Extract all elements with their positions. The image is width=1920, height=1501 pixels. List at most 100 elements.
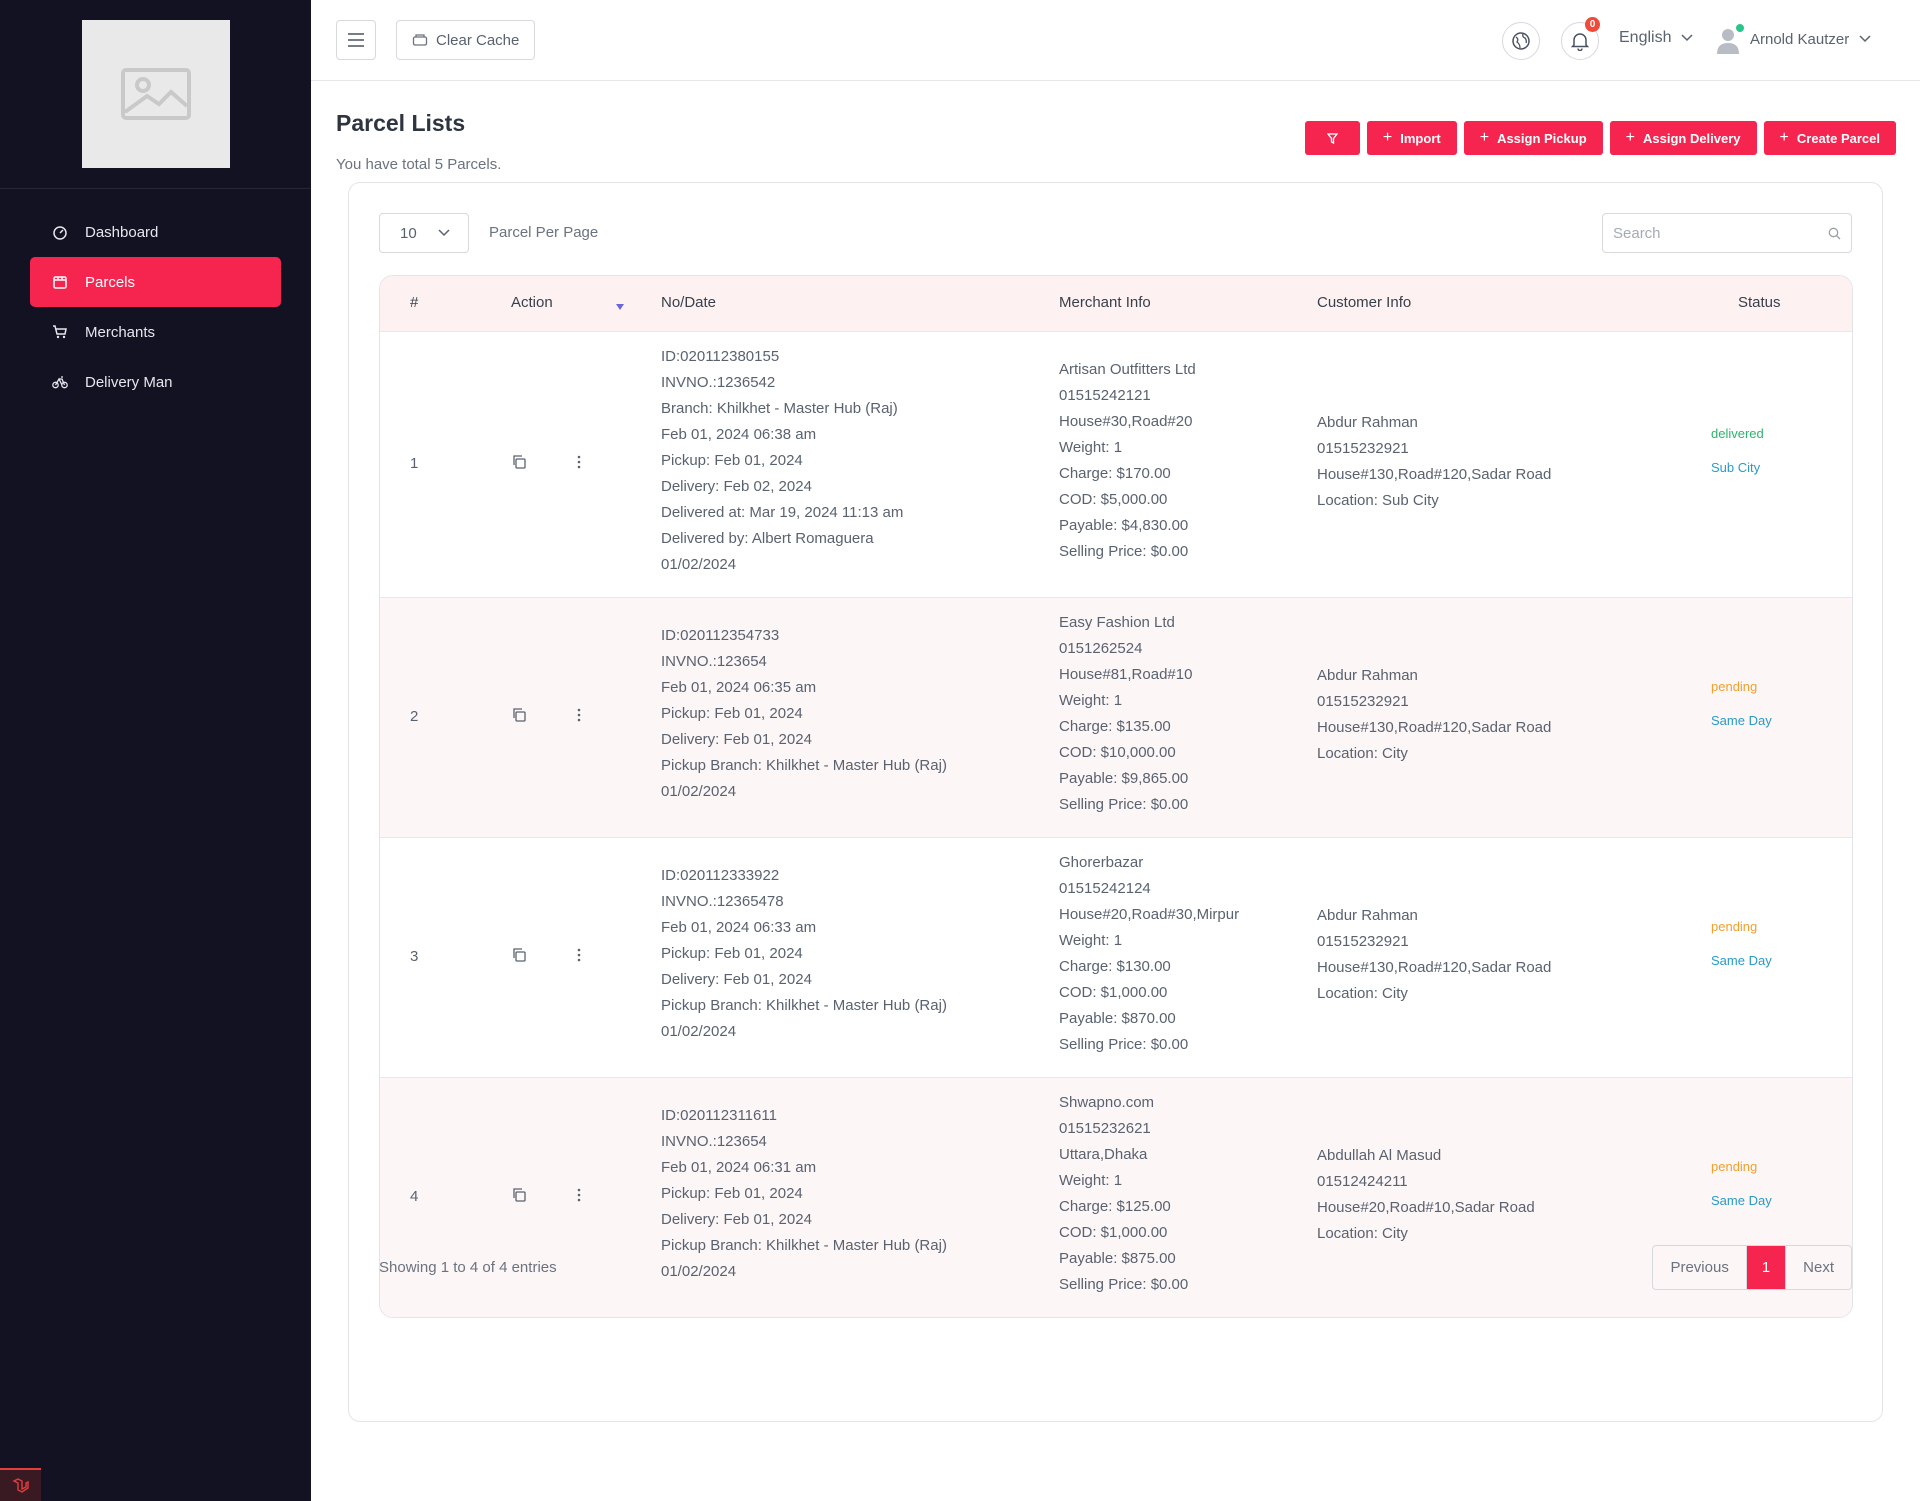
search-input[interactable]: Search — [1602, 213, 1852, 253]
table-row: 3 ID:020112333922 INVNO.:12365478 Feb 01… — [380, 837, 1852, 1077]
row-index: 4 — [410, 1188, 419, 1205]
copy-icon[interactable] — [511, 707, 527, 727]
column-header-merchant-info[interactable]: Merchant Info — [1059, 294, 1151, 311]
assign-pickup-button[interactable]: + Assign Pickup — [1463, 121, 1603, 155]
per-page-select[interactable]: 10 — [379, 213, 469, 253]
image-icon — [120, 68, 191, 120]
parcel-list-card: 10 Parcel Per Page Search # Action No/Da… — [348, 182, 1883, 1422]
page-1-button[interactable]: 1 — [1746, 1246, 1786, 1289]
sidebar-item-delivery-man[interactable]: Delivery Man — [30, 357, 281, 407]
copy-icon[interactable] — [511, 947, 527, 967]
next-page-button[interactable]: Next — [1785, 1246, 1851, 1289]
table-header: # Action No/Date Merchant Info Customer … — [380, 276, 1852, 331]
assign-delivery-label: Assign Delivery — [1642, 130, 1741, 146]
weight: Weight: 1 — [1059, 1172, 1123, 1189]
more-vertical-icon[interactable] — [577, 1187, 581, 1207]
plus-icon: + — [1479, 129, 1490, 146]
gauge-icon — [51, 223, 69, 241]
cart-icon — [51, 323, 69, 341]
clear-cache-label: Clear Cache — [436, 31, 520, 49]
parcel-id: ID:020112333922 — [661, 867, 780, 884]
search-icon — [1828, 227, 1841, 239]
more-vertical-icon[interactable] — [577, 947, 581, 967]
customer-location: Location: City — [1317, 1225, 1408, 1242]
user-name: Arnold Kautzer — [1750, 30, 1850, 48]
merchant-name: Easy Fashion Ltd — [1059, 614, 1175, 631]
merchant-address: House#30,Road#20 — [1059, 413, 1193, 430]
debugbar-toggle[interactable] — [0, 1468, 41, 1501]
sort-down-icon[interactable] — [615, 298, 625, 315]
logo-placeholder-image[interactable] — [81, 20, 230, 168]
menu-toggle-button[interactable] — [336, 20, 376, 60]
date: 01/02/2024 — [661, 783, 737, 800]
copy-icon[interactable] — [511, 1187, 527, 1207]
no-date-info: ID:020112380155 INVNO.:1236542 Branch: K… — [661, 344, 903, 578]
user-menu[interactable]: Arnold Kautzer — [1716, 24, 1871, 54]
sidebar-item-parcels[interactable]: Parcels — [30, 257, 281, 307]
create-parcel-button[interactable]: + Create Parcel — [1763, 121, 1896, 155]
chevron-down-icon — [438, 229, 450, 237]
column-header-status[interactable]: Status — [1738, 294, 1781, 311]
selling-price: Selling Price: $0.00 — [1059, 1276, 1189, 1293]
date: 01/02/2024 — [661, 1023, 737, 1040]
bell-icon — [1571, 33, 1589, 51]
create-parcel-label: Create Parcel — [1796, 130, 1880, 146]
parcel-id: ID:020112311611 — [661, 1107, 777, 1124]
merchant-phone: 01515232621 — [1059, 1120, 1151, 1137]
pickup-branch: Pickup Branch: Khilkhet - Master Hub (Ra… — [661, 997, 947, 1014]
sidebar-item-dashboard[interactable]: Dashboard — [30, 207, 281, 257]
search-placeholder: Search — [1613, 224, 1661, 242]
page-title: Parcel Lists — [336, 110, 466, 136]
customer-location: Location: Sub City — [1317, 492, 1439, 509]
language-label: English — [1619, 29, 1672, 46]
delivery-date: Delivery: Feb 01, 2024 — [661, 971, 812, 988]
status-badge: pending — [1711, 1159, 1758, 1174]
merchant-info: Shwapno.com 01515232621 Uttara,Dhaka Wei… — [1059, 1090, 1188, 1298]
customer-name: Abdur Rahman — [1317, 907, 1418, 924]
merchant-info: Easy Fashion Ltd 0151262524 House#81,Roa… — [1059, 610, 1192, 818]
hamburger-icon — [348, 33, 364, 47]
delivery-type-label: Same Day — [1711, 953, 1772, 968]
sidebar-item-label: Delivery Man — [85, 373, 173, 391]
previous-page-button[interactable]: Previous — [1653, 1246, 1747, 1289]
row-index: 3 — [410, 948, 419, 965]
filter-button[interactable] — [1304, 121, 1360, 155]
branch: Branch: Khilkhet - Master Hub (Raj) — [661, 400, 898, 417]
import-button[interactable]: + Import — [1366, 121, 1457, 155]
column-header-no-date[interactable]: No/Date — [661, 294, 717, 311]
delivery-type-label: Same Day — [1711, 1193, 1772, 1208]
invoice-no: INVNO.:123654 — [661, 653, 767, 670]
column-header-customer-info[interactable]: Customer Info — [1317, 294, 1412, 311]
pickup-date: Pickup: Feb 01, 2024 — [661, 945, 803, 962]
merchant-address: House#81,Road#10 — [1059, 666, 1193, 683]
no-date-info: ID:020112311611 INVNO.:123654 Feb 01, 20… — [661, 1103, 947, 1285]
merchant-phone: 01515242124 — [1059, 880, 1151, 897]
created-at: Feb 01, 2024 06:35 am — [661, 679, 817, 696]
table-row: 2 ID:020112354733 INVNO.:123654 Feb 01, … — [380, 597, 1852, 837]
language-select[interactable]: English — [1619, 29, 1694, 47]
clear-cache-button[interactable]: Clear Cache — [396, 20, 536, 60]
sidebar-item-merchants[interactable]: Merchants — [30, 307, 281, 357]
globe-button[interactable] — [1502, 22, 1540, 60]
customer-address: House#20,Road#10,Sadar Road — [1317, 1199, 1535, 1216]
selling-price: Selling Price: $0.00 — [1059, 796, 1189, 813]
column-header-index[interactable]: # — [410, 294, 419, 311]
delivery-type-label: Same Day — [1711, 713, 1772, 728]
pagination: Previous 1 Next — [1652, 1245, 1852, 1290]
customer-address: House#130,Road#120,Sadar Road — [1317, 466, 1552, 483]
assign-delivery-button[interactable]: + Assign Delivery — [1609, 121, 1757, 155]
customer-info: Abdullah Al Masud 01512424211 House#20,R… — [1317, 1143, 1535, 1247]
sidebar-nav: Dashboard Parcels Merchants Delivery Man — [0, 189, 311, 407]
more-vertical-icon[interactable] — [577, 454, 581, 474]
sidebar: Dashboard Parcels Merchants Delivery Man — [0, 0, 311, 1501]
column-header-action[interactable]: Action — [511, 294, 553, 311]
notification-count-badge: 0 — [1585, 17, 1600, 32]
pickup-branch: Pickup Branch: Khilkhet - Master Hub (Ra… — [661, 1237, 947, 1254]
more-vertical-icon[interactable] — [577, 707, 581, 727]
notifications-button[interactable]: 0 — [1561, 17, 1600, 60]
copy-icon[interactable] — [511, 454, 527, 474]
customer-info: Abdur Rahman 01515232921 House#130,Road#… — [1317, 663, 1551, 767]
merchant-name: Ghorerbazar — [1059, 854, 1144, 871]
status-badge: pending — [1711, 919, 1758, 934]
merchant-name: Artisan Outfitters Ltd — [1059, 361, 1196, 378]
